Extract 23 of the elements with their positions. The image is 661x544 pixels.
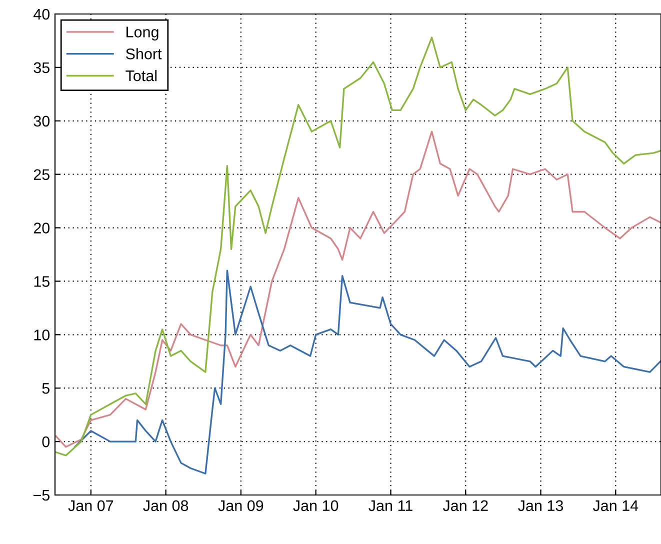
x-tick-label: Jan 09 — [218, 500, 264, 512]
x-tick-label: Jan 13 — [518, 500, 564, 512]
line-series — [74, 270, 661, 474]
x-tick-label: Jan 07 — [68, 500, 114, 512]
y-tick-label: 40 — [34, 8, 50, 20]
y-tick-label: 35 — [34, 62, 50, 74]
y-tick-label: 10 — [34, 330, 50, 340]
x-tick-label: Jan 10 — [293, 500, 338, 512]
legend-label: Long — [126, 26, 158, 40]
y-tick-label: 5 — [42, 383, 50, 394]
x-tick-label: Jan 12 — [442, 500, 488, 512]
y-tick-label: 15 — [34, 276, 50, 287]
x-tick-label: Jan 11 — [368, 500, 412, 512]
x-tick-label: Jan 14 — [592, 500, 638, 512]
y-tick-label: 25 — [34, 169, 50, 180]
y-tick-label: 20 — [34, 222, 50, 234]
line-series — [55, 130, 661, 448]
y-tick-label: 0 — [42, 436, 50, 448]
legend-label: Total — [126, 70, 157, 82]
y-tick-label: 30 — [34, 116, 50, 127]
x-tick-label: Jan 08 — [143, 500, 188, 512]
legend-label: Short — [126, 48, 162, 60]
y-tick-label: −5 — [33, 490, 50, 501]
